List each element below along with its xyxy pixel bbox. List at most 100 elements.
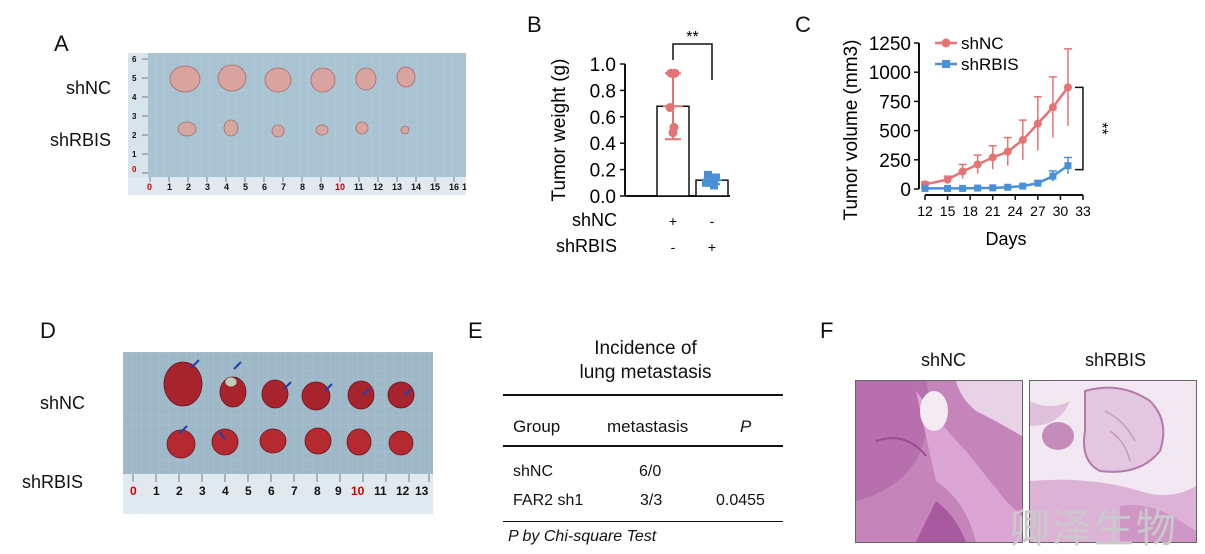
ruler-v-num: 2 [132, 131, 137, 140]
significance-bracket [672, 43, 713, 80]
ruler-d-num: 8 [314, 484, 321, 498]
x-tick-label: 27 [1030, 203, 1046, 219]
x-tick-label: 24 [1007, 203, 1023, 219]
data-point [665, 103, 675, 113]
y-tick-label: 750 [879, 92, 911, 113]
x-tick-label: 18 [962, 203, 978, 219]
row-label-shrbis-a: shRBIS [50, 130, 112, 150]
histology-label-shrbis: shRBIS [1085, 350, 1147, 370]
data-point [708, 178, 716, 187]
x-tick-label: 30 [1053, 203, 1069, 219]
ruler-h-num: 8 [300, 182, 306, 192]
panel-letter-d: D [40, 318, 56, 343]
table-cell-group: shNC [513, 463, 554, 480]
data-point [959, 184, 967, 192]
series-line-shNC [924, 86, 1069, 186]
table-title-line-1: Incidence of [594, 338, 697, 359]
y-tick-label: 0.8 [590, 81, 616, 102]
group-row-mark: + [708, 239, 716, 255]
data-point [1064, 162, 1072, 170]
ruler-d-num: 1 [153, 484, 160, 498]
panel-letter-a: A [54, 31, 69, 56]
y-tick-label: 1.0 [590, 55, 616, 76]
ruler-h-num: 5 [243, 182, 249, 192]
data-point [1003, 147, 1012, 156]
group-row-label: shRBIS [556, 236, 617, 256]
y-axis-label: Tumor volume (mm3) [841, 40, 862, 221]
table-title: Incidence of lung metastasis [503, 337, 788, 385]
data-point [670, 68, 680, 78]
group-row-label: shNC [572, 210, 617, 230]
ruler-h-num: 12 [373, 182, 384, 192]
ruler-d-num: 13 [415, 484, 429, 498]
ruler-d-num: 5 [245, 484, 252, 498]
data-point [712, 173, 720, 182]
data-point [988, 153, 997, 162]
data-point [1004, 183, 1012, 191]
data-point [1019, 182, 1027, 190]
y-tick-label: 0 [900, 180, 911, 201]
ruler-h-num: 7 [281, 182, 287, 192]
histology-label-shnc: shNC [921, 350, 967, 370]
lung-photo-d-drawing [123, 352, 433, 514]
ruler-h-num: 13 [392, 182, 403, 192]
data-point [989, 184, 997, 192]
panel-letter-c: C [795, 12, 811, 37]
data-point [1033, 119, 1042, 128]
ruler-h-num: 1 [167, 182, 173, 192]
y-axis-label: Tumor weight (g) [549, 59, 570, 202]
tumor-photo-a-drawing [128, 53, 466, 195]
significance-bracket [1074, 86, 1084, 171]
ruler-h-num: 11 [354, 182, 364, 192]
ruler-h-num: 15 [430, 182, 441, 192]
data-point [702, 178, 710, 187]
row-label-shnc-d: shNC [40, 393, 86, 413]
table-title-line-2: lung metastasis [579, 362, 712, 383]
legend-label: shRBIS [961, 55, 1019, 74]
ruler-h-num: 0 [147, 182, 153, 192]
ruler-v-num: 0 [132, 165, 137, 174]
group-row-mark: + [669, 213, 677, 229]
col-header-metastasis: metastasis [607, 417, 689, 436]
ruler-h-num: 10 [335, 182, 346, 192]
table-cell-metastasis: 6/0 [639, 463, 662, 480]
table-cell-p: 0.0455 [716, 492, 765, 509]
y-tick-label: 0.0 [590, 187, 616, 208]
lung-photo-d: 0 1 2 3 4 5 6 7 8 9 10 11 12 13 [123, 352, 433, 514]
ruler-h-num: 6 [262, 182, 268, 192]
ruler-d-num: 12 [396, 484, 410, 498]
histology-image-shnc-drawing [856, 381, 1022, 542]
y-tick-label: 0.4 [590, 134, 617, 155]
data-point [943, 175, 952, 184]
ruler-h-num: 16 [449, 182, 460, 192]
ruler-d-num: 2 [176, 484, 183, 498]
group-row-mark: - [710, 213, 715, 229]
tumor-photo-a: 6 5 4 3 2 1 0 0 1 2 3 4 5 6 7 8 9 10 11 … [128, 53, 466, 195]
ruler-h-num: 14 [411, 182, 422, 192]
panel-letter-b: B [527, 12, 542, 37]
row-label-shrbis-d: shRBIS [22, 472, 84, 492]
group-row-mark: - [671, 239, 676, 255]
ruler-v-num: 3 [132, 112, 137, 121]
col-header-p: P [740, 417, 752, 436]
x-tick-label: 15 [940, 203, 956, 219]
histology-image-shrbis [1029, 380, 1197, 543]
data-point [704, 170, 712, 179]
data-point [974, 184, 982, 192]
x-tick-label: 12 [917, 203, 933, 219]
data-point [1048, 103, 1057, 112]
ruler-h-num: 17 [462, 182, 466, 192]
ruler-v-num: 4 [132, 93, 137, 102]
table-cell-metastasis: 3/3 [640, 492, 663, 509]
data-point [1018, 135, 1027, 144]
ruler-v-num: 1 [132, 150, 137, 159]
x-tick-label: 21 [985, 203, 1001, 219]
col-header-group: Group [513, 417, 561, 436]
legend-marker [942, 60, 950, 68]
histology-image-shnc [855, 380, 1023, 543]
y-tick-label: 0.6 [590, 108, 616, 129]
ruler-v-num: 6 [132, 55, 137, 64]
table-footnote: P by Chi-square Test [508, 528, 657, 545]
y-tick-label: 1000 [869, 63, 911, 84]
ruler-v-num: 5 [132, 74, 137, 83]
